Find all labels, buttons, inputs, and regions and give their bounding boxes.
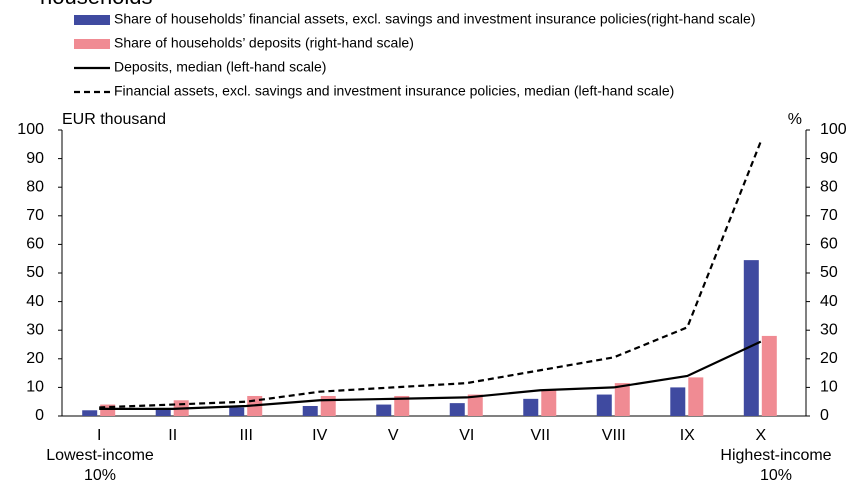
x-tick-label: VI [459,427,474,444]
y2-tick-label: 20 [820,350,838,367]
y2-tick-label: 10 [820,379,838,396]
bar [688,377,704,416]
bar [302,405,318,416]
bar [541,390,557,416]
chart-title: households [40,0,153,9]
x-tick-label: VIII [602,427,626,444]
line [99,141,762,409]
y-tick-label: 30 [26,321,44,338]
y2-tick-label: 70 [820,207,838,224]
bar [155,408,171,416]
x-tick-label: I [97,427,101,444]
x-tick-label: III [240,427,253,444]
y-tick-label: 20 [26,350,44,367]
x-tick-label: II [168,427,177,444]
annotation: 10% [84,467,116,484]
y-tick-label: 70 [26,207,44,224]
y2-tick-label: 100 [820,121,847,138]
y2-tick-label: 30 [820,321,838,338]
y-tick-label: 60 [26,236,44,253]
legend-label: Share of households’ financial assets, e… [114,11,756,27]
legend-swatch [74,15,110,25]
y2-tick-label: 50 [820,264,838,281]
bar [670,387,686,416]
annotation: Lowest-income [46,447,154,464]
x-tick-label: VII [530,427,550,444]
bar [82,410,98,416]
bar [743,260,759,416]
bar [596,394,612,416]
legend-label: Financial assets, excl. savings and inve… [114,83,674,99]
x-tick-label: IV [312,427,327,444]
bar [229,407,245,416]
y-axis-label: EUR thousand [62,111,166,128]
y2-tick-label: 80 [820,178,838,195]
y-tick-label: 90 [26,150,44,167]
y2-axis-label: % [788,111,802,128]
bar [467,394,483,416]
legend-swatch [74,39,110,49]
x-tick-label: X [755,427,766,444]
y-tick-label: 100 [17,121,44,138]
x-tick-label: IX [680,427,695,444]
bar [376,404,392,416]
y-tick-label: 40 [26,293,44,310]
y-tick-label: 0 [35,407,44,424]
y2-tick-label: 40 [820,293,838,310]
y-tick-label: 50 [26,264,44,281]
y-tick-label: 80 [26,178,44,195]
legend-label: Share of households’ deposits (right-han… [114,35,414,51]
bar [449,403,465,416]
y-tick-label: 10 [26,379,44,396]
bar [523,398,539,416]
line [99,340,762,410]
bar [394,395,410,416]
annotation: 10% [760,467,792,484]
bar [761,335,777,416]
y2-tick-label: 0 [820,407,829,424]
annotation: Highest-income [720,447,831,464]
x-tick-label: V [388,427,399,444]
bar [614,383,630,416]
y2-tick-label: 90 [820,150,838,167]
legend-label: Deposits, median (left-hand scale) [114,59,326,75]
bar [100,404,116,416]
y2-tick-label: 60 [820,236,838,253]
